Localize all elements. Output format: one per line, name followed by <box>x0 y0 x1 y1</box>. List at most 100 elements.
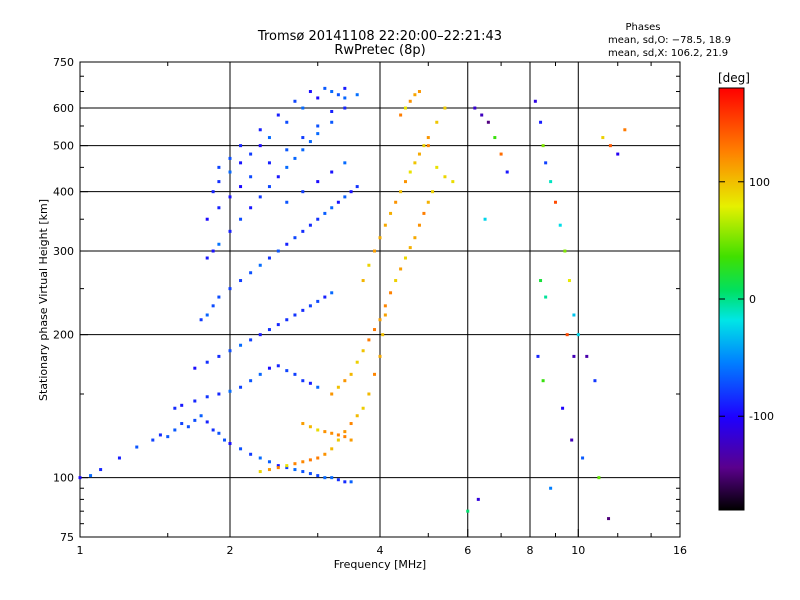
data-points <box>78 86 627 521</box>
scatter-point-series-0 <box>239 144 243 148</box>
scatter-point-series-0 <box>217 206 221 210</box>
scatter-point-series-0 <box>249 271 253 275</box>
scatter-point-series-1 <box>343 435 347 439</box>
scatter-point-series-0 <box>267 185 271 189</box>
scatter-point-series-2 <box>536 354 540 358</box>
scatter-point-series-2 <box>572 313 576 317</box>
scatter-point-series-0 <box>228 170 232 174</box>
scatter-point-series-0 <box>323 211 327 215</box>
scatter-point-series-0 <box>205 360 209 364</box>
scatter-point-series-2 <box>601 136 605 140</box>
y-tick-label: 75 <box>60 531 74 544</box>
scatter-point-series-0 <box>276 464 280 468</box>
scatter-point-series-0 <box>205 217 209 221</box>
scatter-point-series-0 <box>217 165 221 169</box>
scatter-point-series-1 <box>330 431 334 435</box>
scatter-point-series-0 <box>193 366 197 370</box>
grid <box>80 62 680 537</box>
scatter-point-series-2 <box>541 144 545 148</box>
scatter-point-series-0 <box>301 136 305 140</box>
scatter-point-series-2 <box>541 379 545 383</box>
scatter-point-series-1 <box>417 223 421 227</box>
scatter-point-series-0 <box>343 106 347 110</box>
scatter-point-series-1 <box>408 170 412 174</box>
scatter-point-series-0 <box>117 456 121 460</box>
scatter-point-series-0 <box>323 476 327 480</box>
scatter-point-series-0 <box>308 304 312 308</box>
scatter-point-series-0 <box>285 120 289 124</box>
scatter-point-series-0 <box>308 90 312 94</box>
x-tick-label: 4 <box>377 544 384 557</box>
scatter-point-series-1 <box>408 246 412 250</box>
scatter-point-series-2 <box>476 497 480 501</box>
scatter-point-series-1 <box>267 468 271 472</box>
scatter-point-series-0 <box>336 93 340 97</box>
scatter-point-series-0 <box>276 175 280 179</box>
axis-ticks: 1 2 4 6 8 10 16 75 100 200 300 400 500 600 750 <box>53 56 687 557</box>
scatter-point-series-0 <box>211 304 215 308</box>
scatter-point-series-1 <box>361 349 365 353</box>
scatter-point-series-0 <box>267 366 271 370</box>
scatter-point-series-0 <box>293 99 297 103</box>
scatter-point-series-0 <box>316 124 320 128</box>
y-tick-label: 500 <box>53 140 74 153</box>
scatter-point-series-0 <box>186 425 190 429</box>
scatter-point-series-0 <box>258 144 262 148</box>
scatter-point-series-0 <box>285 200 289 204</box>
scatter-point-series-0 <box>316 474 320 478</box>
scatter-point-series-0 <box>316 180 320 184</box>
scatter-point-series-1 <box>389 291 393 295</box>
scatter-point-series-0 <box>267 256 271 260</box>
scatter-point-series-0 <box>99 468 103 472</box>
scatter-point-series-0 <box>355 185 359 189</box>
scatter-point-series-1 <box>378 236 382 240</box>
scatter-point-series-1 <box>343 379 347 383</box>
scatter-point-series-2 <box>570 438 574 442</box>
colorbar-tick-label: 100 <box>749 176 770 189</box>
scatter-point-series-0 <box>267 161 271 165</box>
scatter-point-series-0 <box>316 299 320 303</box>
scatter-point-series-1 <box>330 392 334 396</box>
scatter-point-series-1 <box>413 236 417 240</box>
scatter-point-series-1 <box>435 120 439 124</box>
scatter-point-series-1 <box>383 313 387 317</box>
y-tick-label: 600 <box>53 102 74 115</box>
scatter-point-series-1 <box>361 406 365 410</box>
scatter-point-series-1 <box>413 93 417 97</box>
x-tick-label: 8 <box>527 544 534 557</box>
scatter-point-series-0 <box>308 381 312 385</box>
scatter-point-series-0 <box>293 236 297 240</box>
y-tick-label: 750 <box>53 56 74 69</box>
scatter-point-series-0 <box>205 256 209 260</box>
scatter-point-series-0 <box>228 442 232 446</box>
scatter-point-series-1 <box>389 211 393 215</box>
scatter-point-series-1 <box>301 422 305 426</box>
scatter-point-series-0 <box>323 86 327 90</box>
scatter-point-series-0 <box>301 308 305 312</box>
scatter-point-series-1 <box>336 433 340 437</box>
scatter-point-series-2 <box>533 99 537 103</box>
scatter-point-series-0 <box>301 379 305 383</box>
scatter-point-series-0 <box>316 96 320 100</box>
scatter-point-series-1 <box>443 106 447 110</box>
scatter-point-series-2 <box>553 200 557 204</box>
scatter-point-series-0 <box>330 206 334 210</box>
scatter-point-series-0 <box>316 217 320 221</box>
scatter-point-series-0 <box>228 156 232 160</box>
scatter-point-series-0 <box>301 148 305 152</box>
scatter-point-series-0 <box>343 480 347 484</box>
scatter-point-series-1 <box>258 470 262 474</box>
scatter-point-series-2 <box>544 295 548 299</box>
scatter-point-series-1 <box>383 304 387 308</box>
scatter-point-series-0 <box>258 333 262 337</box>
x-tick-label: 16 <box>673 544 687 557</box>
scatter-point-series-1 <box>308 425 312 429</box>
scatter-point-series-1 <box>349 438 353 442</box>
scatter-point-series-1 <box>355 414 359 418</box>
scatter-point-series-1 <box>431 190 435 194</box>
scatter-point-series-0 <box>180 422 184 426</box>
scatter-point-series-1 <box>373 328 377 332</box>
scatter-point-series-1 <box>316 428 320 432</box>
scatter-point-series-1 <box>383 223 387 227</box>
